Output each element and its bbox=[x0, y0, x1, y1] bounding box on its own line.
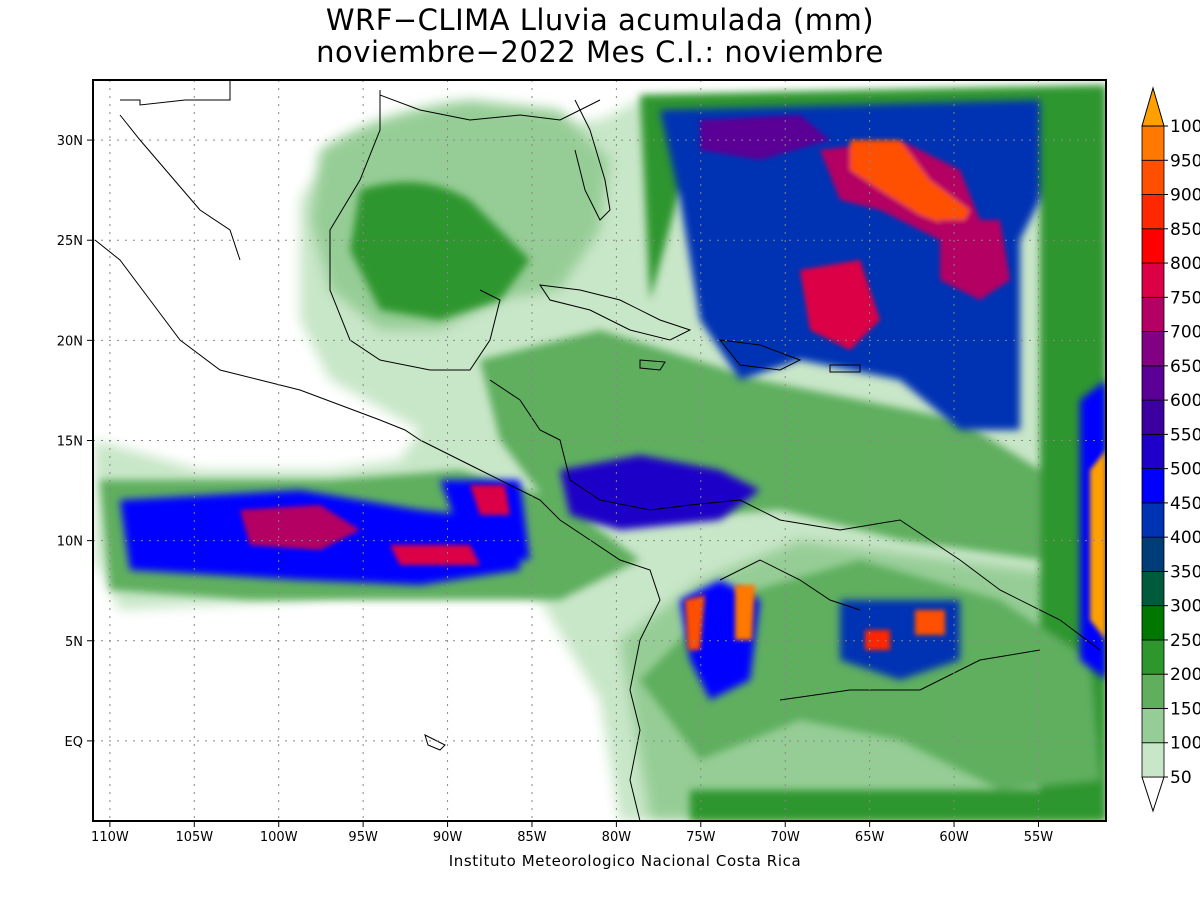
legend-swatch-100 bbox=[1141, 708, 1165, 744]
lat-tick-label: EQ bbox=[65, 735, 83, 750]
legend-swatch-950 bbox=[1141, 125, 1165, 161]
rainfall-field bbox=[93, 80, 1106, 821]
legend-swatch-850 bbox=[1141, 194, 1165, 230]
lat-tick-label: 20N bbox=[57, 334, 83, 349]
legend-label: 900 bbox=[1170, 186, 1200, 206]
coast-mexico-pacific bbox=[94, 239, 421, 441]
rain-max-colombia-2 bbox=[735, 585, 755, 640]
legend-label: 800 bbox=[1170, 254, 1200, 274]
coast-baja bbox=[119, 114, 241, 261]
legend-swatch-800 bbox=[1141, 228, 1165, 264]
legend-label: 500 bbox=[1170, 460, 1200, 480]
lon-tick-label: 80W bbox=[602, 830, 632, 845]
chart-title-line2: noviembre−2022 Mes C.I.: noviembre bbox=[316, 35, 884, 69]
legend-swatch-650 bbox=[1141, 331, 1165, 367]
rain-max-guyana bbox=[915, 610, 945, 635]
rain-max-colombia-1 bbox=[685, 595, 705, 650]
rain-core-caribbean bbox=[560, 455, 760, 530]
legend-label: 400 bbox=[1170, 528, 1200, 548]
legend-arrow-low bbox=[1141, 776, 1165, 813]
legend-swatch-400 bbox=[1141, 502, 1165, 538]
rain-max-amazon bbox=[865, 630, 890, 650]
coast-jamaica bbox=[639, 359, 666, 371]
color-legend: 50 100 150 200 250 300 350 400 450 500 550 600 650 70… bbox=[1141, 86, 1200, 813]
border-us-mexico bbox=[120, 80, 231, 106]
coast-gulf-mexico bbox=[329, 90, 501, 371]
latitude-axis: EQ 5N 10N 15N 20N 25N 30N bbox=[57, 134, 93, 750]
rain-band-bottom bbox=[690, 790, 1106, 821]
legend-swatch-500 bbox=[1141, 433, 1165, 470]
rain-max-nicaragua bbox=[470, 485, 510, 515]
lat-tick-label: 30N bbox=[57, 134, 83, 149]
lon-tick-label: 105W bbox=[175, 830, 213, 845]
coast-caribbean-side bbox=[489, 379, 1101, 651]
lon-tick-label: 110W bbox=[91, 830, 129, 845]
legend-label: 450 bbox=[1170, 494, 1200, 514]
map-frame bbox=[92, 79, 1107, 822]
lon-tick-label: 100W bbox=[260, 830, 298, 845]
legend-label: 550 bbox=[1170, 425, 1200, 445]
rain-max-atlantic-3 bbox=[850, 140, 970, 230]
rain-band-gulf-green bbox=[350, 182, 530, 320]
border-brazil bbox=[779, 649, 1041, 701]
graticule bbox=[93, 80, 1106, 821]
rain-max-atlantic-1 bbox=[700, 115, 830, 160]
lat-tick-label: 10N bbox=[57, 535, 83, 550]
legend-label: 50 bbox=[1170, 768, 1192, 788]
coast-hispaniola bbox=[718, 339, 802, 371]
legend-swatch-750 bbox=[1141, 262, 1165, 298]
legend-label: 1000 bbox=[1170, 117, 1200, 137]
coast-central-america bbox=[419, 439, 661, 821]
legend-label: 300 bbox=[1170, 597, 1200, 617]
lat-tick-label: 15N bbox=[57, 434, 83, 449]
legend-label: 750 bbox=[1170, 288, 1200, 308]
legend-label: 150 bbox=[1170, 699, 1200, 719]
legend-swatch-300 bbox=[1141, 571, 1165, 607]
lon-tick-label: 90W bbox=[433, 830, 463, 845]
rain-max-itcz-1 bbox=[240, 505, 360, 550]
legend-swatch-200 bbox=[1141, 639, 1165, 675]
lat-tick-label: 5N bbox=[65, 635, 83, 650]
lon-tick-label: 60W bbox=[939, 830, 969, 845]
legend-swatch-700 bbox=[1141, 296, 1165, 332]
galapagos bbox=[424, 734, 446, 751]
lat-tick-label: 25N bbox=[57, 234, 83, 249]
lon-tick-label: 70W bbox=[771, 830, 801, 845]
coast-florida bbox=[574, 99, 611, 221]
legend-label: 350 bbox=[1170, 562, 1200, 582]
legend-swatch-150 bbox=[1141, 673, 1165, 709]
legend-label: 950 bbox=[1170, 151, 1200, 171]
legend-label: 200 bbox=[1170, 665, 1200, 685]
rain-max-itcz-2 bbox=[390, 545, 480, 565]
legend-swatch-900 bbox=[1141, 159, 1165, 195]
legend-label: 600 bbox=[1170, 391, 1200, 411]
rain-max-atlantic-4 bbox=[800, 260, 880, 350]
legend-label: 700 bbox=[1170, 323, 1200, 343]
legend-label: 100 bbox=[1170, 734, 1200, 754]
legend-swatch-350 bbox=[1141, 536, 1165, 572]
legend-label: 650 bbox=[1170, 357, 1200, 377]
border-colombia-venezuela bbox=[719, 559, 861, 611]
lon-tick-label: 75W bbox=[686, 830, 716, 845]
rain-max-right-edge bbox=[1090, 450, 1106, 640]
lon-tick-label: 55W bbox=[1024, 830, 1054, 845]
legend-label: 250 bbox=[1170, 631, 1200, 651]
chart-title-line1: WRF−CLIMA Lluvia acumulada (mm) bbox=[325, 3, 875, 37]
legend-swatch-50 bbox=[1141, 742, 1165, 778]
legend-arrow-high bbox=[1141, 86, 1165, 127]
coastlines bbox=[94, 80, 1101, 821]
lon-tick-label: 65W bbox=[855, 830, 885, 845]
coast-cuba bbox=[538, 284, 692, 341]
legend-swatch-550 bbox=[1141, 399, 1165, 435]
lon-tick-label: 85W bbox=[517, 830, 547, 845]
legend-swatch-250 bbox=[1141, 605, 1165, 641]
longitude-axis: 110W 105W 100W 95W 90W 85W 80W 75W 70W 65W 60W 55W bbox=[91, 821, 1053, 845]
legend-swatch-600 bbox=[1141, 365, 1165, 401]
footer-credit: Instituto Meteorologico Nacional Costa R… bbox=[448, 852, 802, 870]
legend-swatch-450 bbox=[1141, 468, 1165, 504]
lon-tick-label: 95W bbox=[348, 830, 378, 845]
coast-puerto-rico bbox=[829, 364, 861, 373]
legend-label: 850 bbox=[1170, 220, 1200, 240]
